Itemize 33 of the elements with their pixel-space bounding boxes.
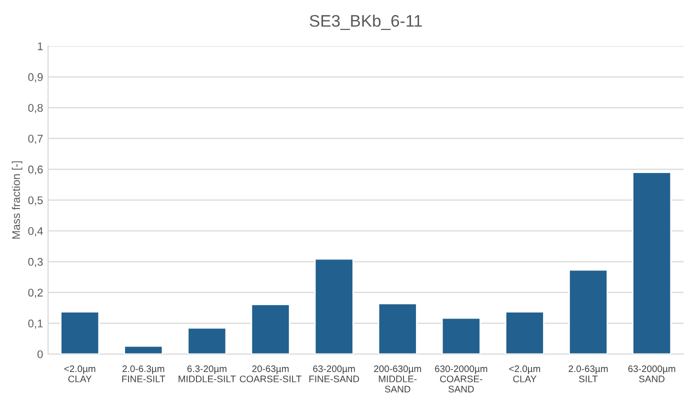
y-tick-label: 0 — [37, 350, 43, 358]
bar — [124, 345, 164, 354]
x-tick-label: 20-63µm COARSE-SILT — [240, 365, 302, 382]
x-tick-label: 200-630µm MIDDLE- SAND — [374, 365, 421, 392]
bar — [504, 311, 544, 354]
x-tick-label: 63-2000µm SAND — [628, 365, 676, 382]
x-tick-label: <2.0µm CLAY — [64, 365, 96, 382]
y-tick-label: 0,2 — [28, 288, 43, 298]
bar — [441, 317, 481, 354]
y-tick-label: 0,3 — [28, 258, 43, 268]
y-tick-label: 0,5 — [28, 196, 43, 206]
bar — [60, 311, 100, 354]
y-tick-label: 0,8 — [28, 104, 43, 114]
y-tick-label: 1 — [38, 42, 43, 50]
y-axis-title: Mass fraction [-] — [12, 161, 22, 239]
x-tick-label: 6.3-20µm MIDDLE-SILT — [178, 365, 236, 382]
bar — [632, 172, 672, 354]
bar — [314, 258, 354, 354]
y-tick-label: 0,1 — [28, 320, 43, 329]
bar — [187, 327, 227, 354]
x-tick-label: <2.0µm CLAY — [509, 365, 540, 382]
y-tick-label: 0,6 — [28, 166, 43, 175]
x-tick-label: 63-200µm FINE-SAND — [309, 365, 360, 382]
x-tick-label: 630-2000µm COARSE- SAND — [435, 365, 488, 392]
y-tick-label: 0,4 — [28, 227, 43, 236]
bar — [378, 302, 418, 354]
bar — [250, 304, 290, 354]
y-tick-label: 0,7 — [28, 134, 43, 144]
chart-title: SE3_BKb_6-11 — [310, 14, 422, 30]
bar — [568, 269, 608, 354]
y-tick-label: 0,9 — [28, 73, 43, 82]
x-tick-label: 2.0-63µm SILT — [568, 365, 608, 382]
x-tick-label: 2.0-6.3µm FINE-SILT — [122, 365, 166, 382]
